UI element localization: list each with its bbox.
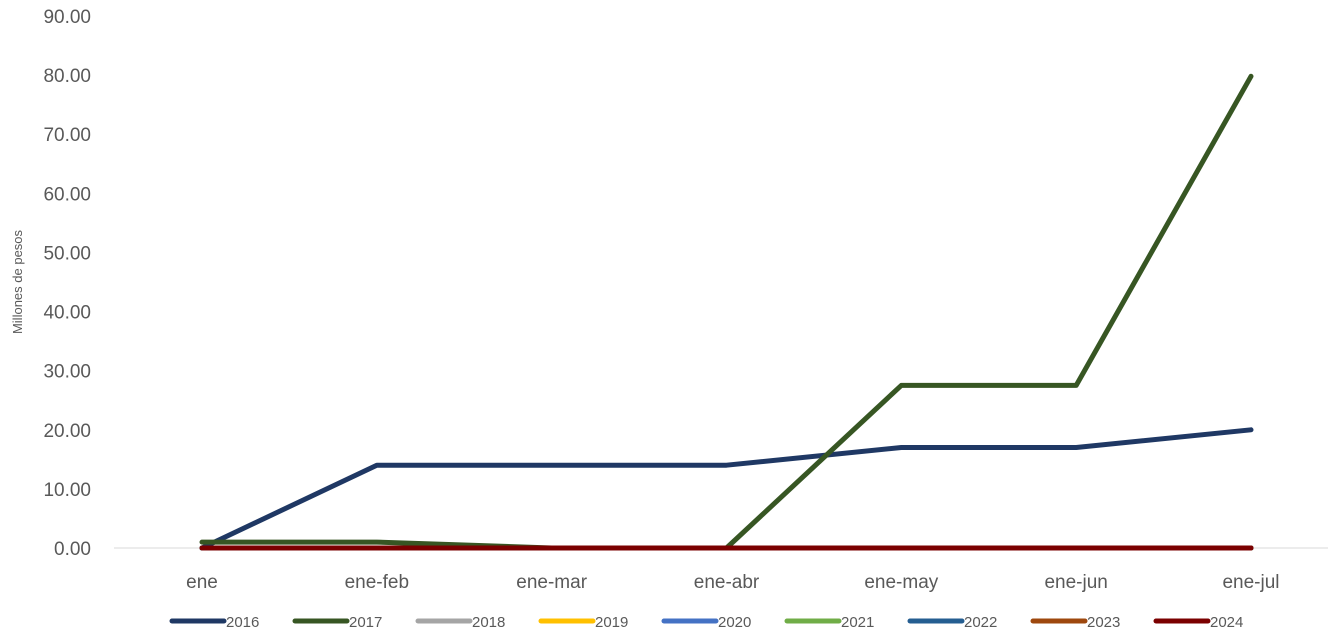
y-tick-label: 10.00 (43, 480, 91, 501)
y-axis-title-group: Millones de pesos (10, 229, 25, 334)
legend-label-2024: 2024 (1210, 614, 1243, 631)
y-tick-label: 90.00 (43, 7, 91, 28)
legend-label-2020: 2020 (718, 614, 751, 631)
y-tick-label: 40.00 (43, 303, 91, 324)
legend-label-2022: 2022 (964, 614, 997, 631)
y-tick-label: 50.00 (43, 243, 91, 264)
series-line-2017 (199, 73, 1254, 551)
series-lines (199, 73, 1254, 551)
x-tick-label: ene-may (864, 572, 938, 593)
y-tick-label: 30.00 (43, 362, 91, 383)
y-tick-label: 60.00 (43, 184, 91, 205)
y-tick-label: 80.00 (43, 66, 91, 87)
legend-label-2021: 2021 (841, 614, 874, 631)
x-tick-label: ene-abr (694, 572, 760, 593)
y-axis-title: Millones de pesos (10, 229, 25, 334)
y-tick-label: 20.00 (43, 421, 91, 442)
legend-label-2017: 2017 (349, 614, 382, 631)
legend-label-2019: 2019 (595, 614, 628, 631)
x-tick-label: ene-mar (516, 572, 587, 593)
legend-label-2023: 2023 (1087, 614, 1120, 631)
y-axis-ticks: 0.00 10.00 20.00 30.00 40.00 50.00 60.00 70.00 8… (43, 7, 91, 560)
y-tick-label: 0.00 (54, 539, 91, 560)
x-tick-label: ene-feb (345, 572, 409, 593)
x-tick-label: ene (186, 572, 218, 593)
legend-label-2016: 2016 (226, 614, 259, 631)
legend: 2016 2017 2018 2019 2020 2021 2022 2023 2024 (169, 614, 1243, 631)
legend-label-2018: 2018 (472, 614, 505, 631)
x-tick-label: ene-jun (1044, 572, 1107, 593)
x-tick-label: ene-jul (1222, 572, 1279, 593)
series-line-2016 (199, 427, 1254, 551)
x-axis-ticks: ene ene-feb ene-mar ene-abr ene-may ene-jun en… (186, 572, 1279, 593)
y-tick-label: 70.00 (43, 125, 91, 146)
